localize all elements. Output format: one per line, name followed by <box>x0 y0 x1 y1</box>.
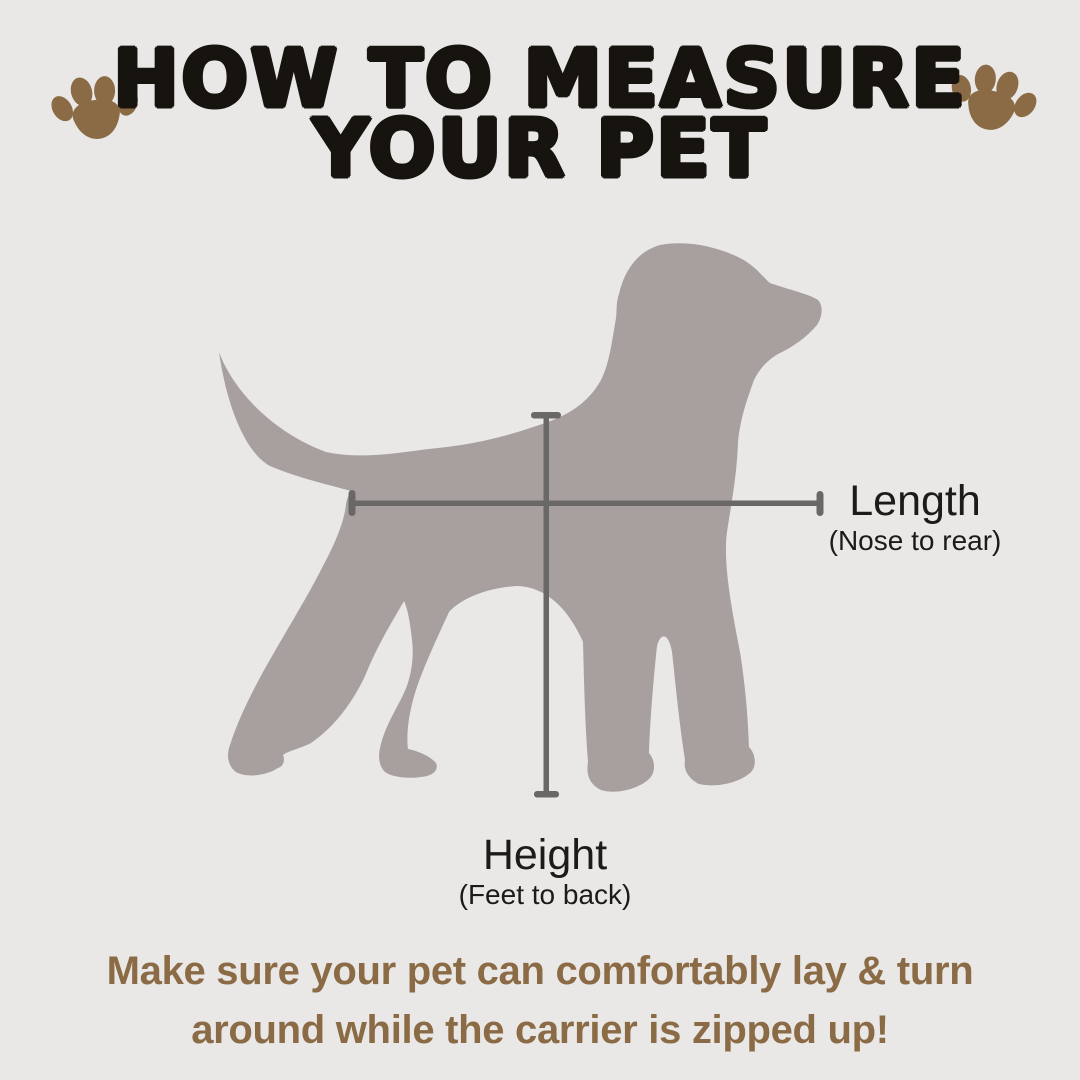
length-sublabel: (Nose to rear) <box>828 525 1002 556</box>
height-label: Height <box>482 831 608 879</box>
paw-print-icon-right <box>951 64 1037 130</box>
footer-note-line2: around while the carrier is zipped up! <box>191 1008 889 1052</box>
height-sublabel: (Feet to back) <box>458 879 632 910</box>
length-label-group: Length (Nose to rear) <box>813 478 1017 558</box>
length-label: Length <box>849 477 981 525</box>
dog-silhouette <box>219 243 822 792</box>
footer-note: Make sure your pet can comfortably lay &… <box>0 942 1080 1060</box>
height-measure-line <box>531 412 561 798</box>
height-label-group: Height (Feet to back) <box>415 832 675 912</box>
footer-note-line1: Make sure your pet can comfortably lay &… <box>106 949 974 993</box>
paw-print-icon-left <box>51 76 138 139</box>
page-title-line1: HOW TO MEASURE <box>112 33 968 125</box>
page-title: HOW TO MEASURE YOUR PET <box>0 33 1080 195</box>
page-title-line2: YOUR PET <box>312 103 768 195</box>
length-measure-line <box>348 490 824 516</box>
